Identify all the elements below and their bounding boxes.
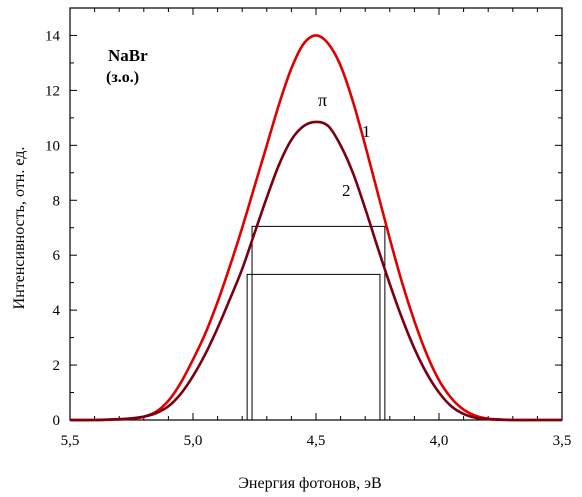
fwhm-box-2 xyxy=(246,273,381,420)
fwhm-box-1 xyxy=(251,225,386,420)
curve-1-label: 1 xyxy=(362,122,371,141)
x-tick-label: 3,5 xyxy=(553,433,572,449)
y-axis-title: Интенсивность, отн. ед. xyxy=(11,147,28,310)
y-tick-label: 4 xyxy=(53,303,61,319)
curve-2-label: 2 xyxy=(342,181,351,200)
y-tick-label: 0 xyxy=(53,413,61,429)
plot-frame xyxy=(69,7,563,421)
x-axis-title: Энергия фотонов, эВ xyxy=(238,475,381,492)
y-tick-label: 14 xyxy=(45,28,61,44)
polarization-label: π xyxy=(318,90,327,110)
y-tick-label: 12 xyxy=(45,83,60,99)
x-tick-label: 4,5 xyxy=(307,433,326,449)
y-tick-label: 10 xyxy=(45,138,60,154)
series-line-1 xyxy=(69,34,562,422)
y-tick-label: 8 xyxy=(53,193,61,209)
series xyxy=(69,34,562,422)
y-tick-label: 2 xyxy=(53,358,61,374)
x-tick-label: 5,0 xyxy=(184,433,203,449)
compound-label: NaBr xyxy=(108,46,148,65)
series-line-2 xyxy=(69,120,562,422)
condition-label: (з.о.) xyxy=(106,69,139,86)
x-tick-label: 4,0 xyxy=(430,433,449,449)
y-tick-label: 6 xyxy=(53,248,61,264)
x-tick-label: 5,5 xyxy=(61,433,80,449)
fwhm-boxes xyxy=(246,225,386,420)
